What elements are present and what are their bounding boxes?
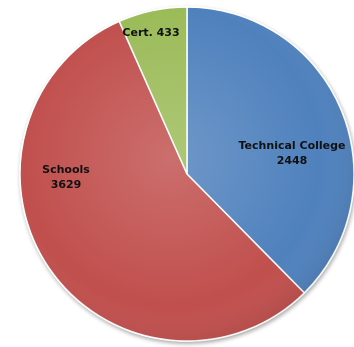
slice-label-cert: Cert. 433: [122, 26, 179, 39]
slice-label-schools-value: 3629: [51, 178, 82, 191]
slice-label-technical-college-name: Technical College: [239, 139, 346, 152]
slice-label-schools-name: Schools: [42, 163, 90, 176]
slice-label-technical-college-value: 2448: [277, 154, 308, 167]
